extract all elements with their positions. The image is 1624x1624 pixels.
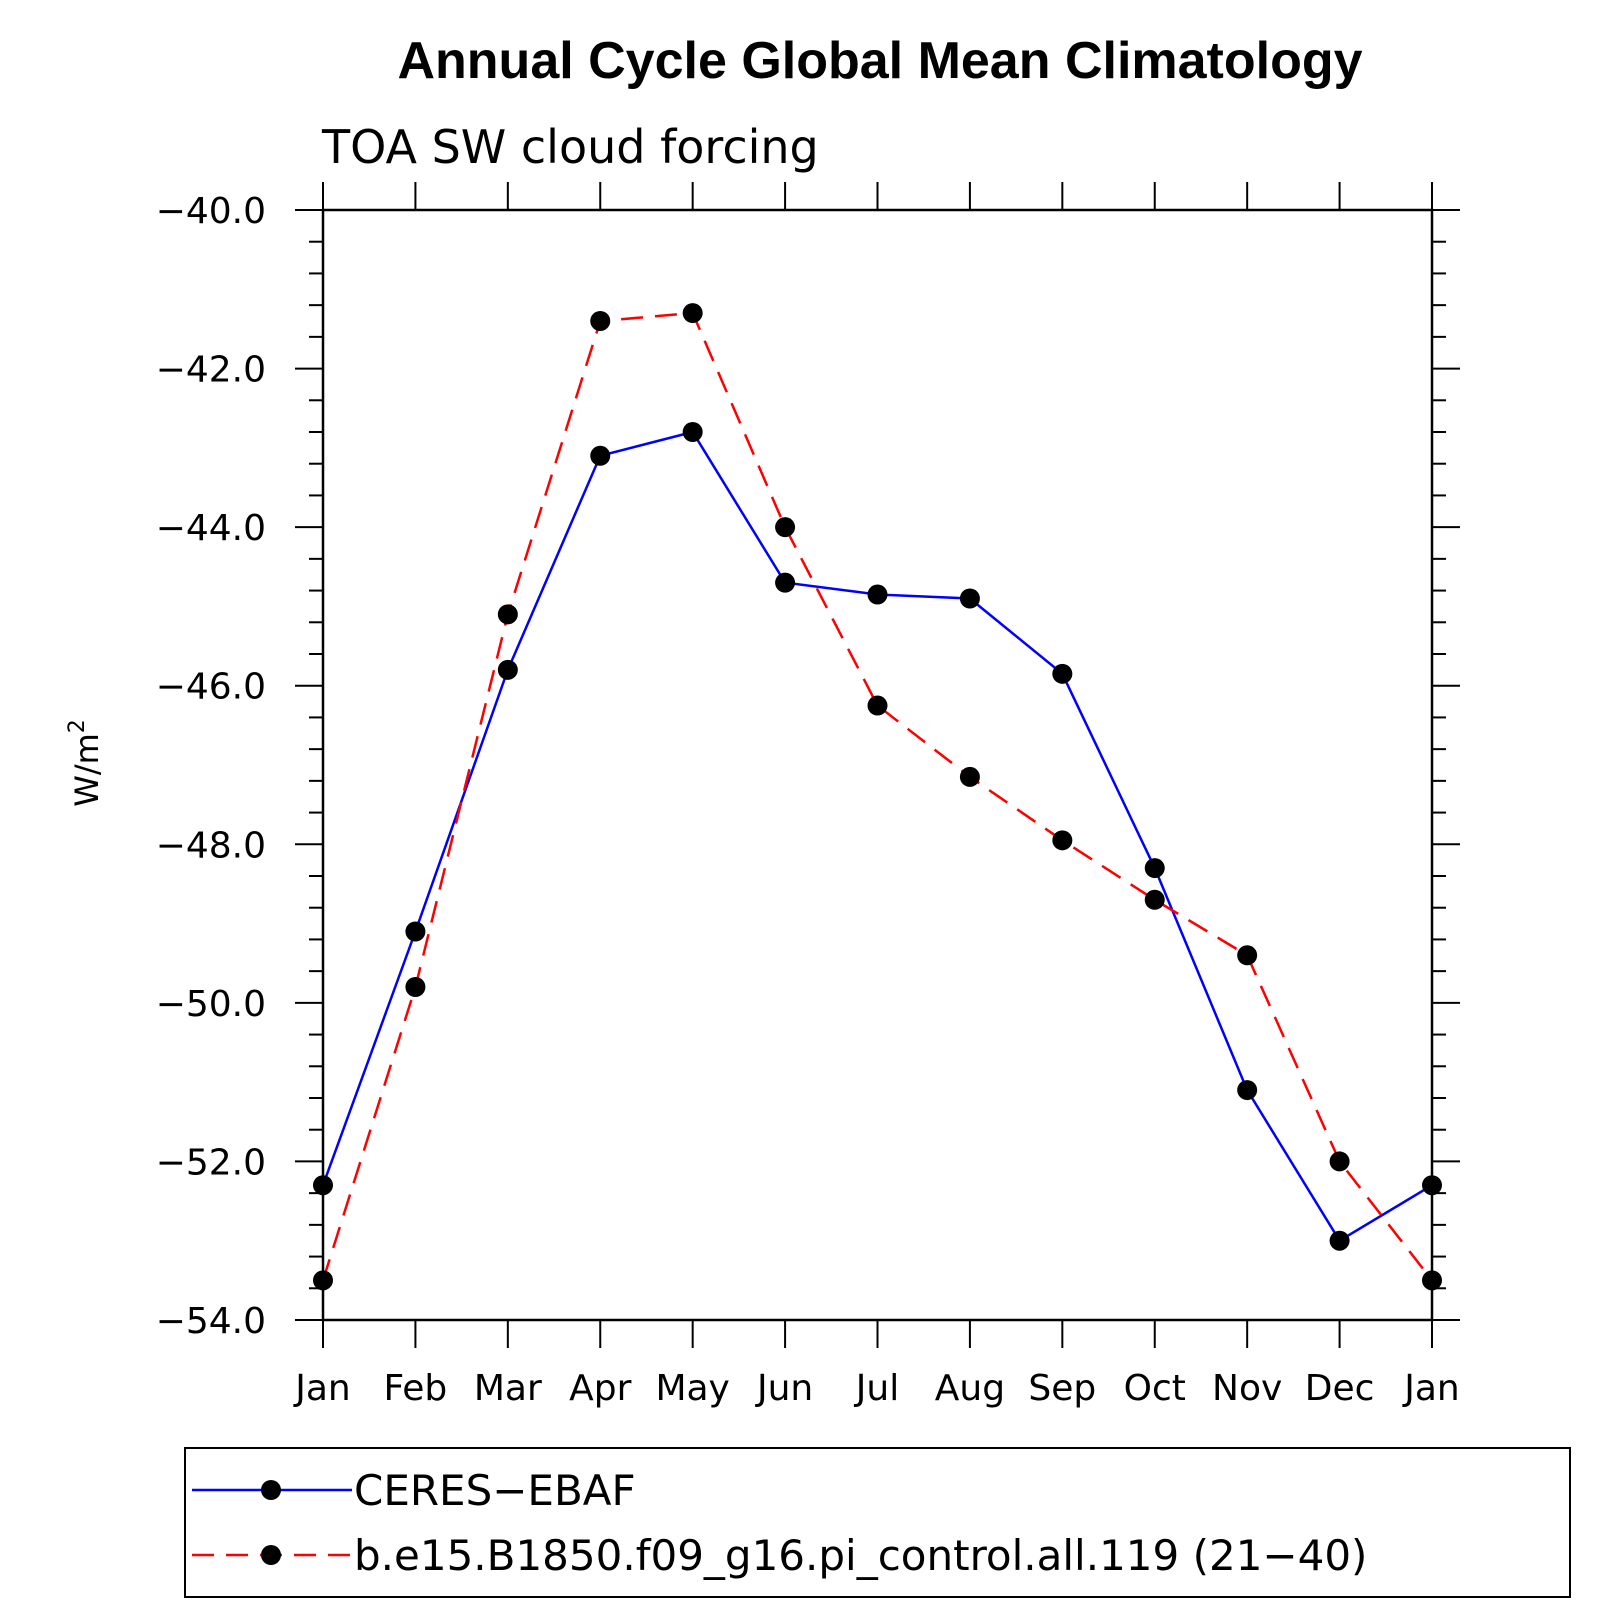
y-axis-label: W/m2	[65, 719, 106, 807]
x-tick-label: Oct	[1124, 1368, 1186, 1409]
series-2-point	[682, 303, 703, 324]
x-tick-label: Aug	[935, 1368, 1005, 1409]
series-2-point	[1329, 1151, 1350, 1172]
y-tick-label: −54.0	[156, 1301, 266, 1342]
chart-title: Annual Cycle Global Mean Climatology	[397, 32, 1362, 90]
series-2-point	[590, 311, 611, 331]
series-line-2	[321, 311, 1433, 1282]
x-tick-label: May	[655, 1368, 729, 1409]
series-1-point	[1052, 663, 1073, 684]
y-tick-label: −42.0	[156, 350, 266, 391]
x-tick-label: Dec	[1305, 1368, 1375, 1409]
series-2-point	[1144, 889, 1165, 910]
series-2-point	[497, 604, 518, 625]
legend-label-1: CERES−EBAF	[354, 1466, 636, 1515]
chart-subtitle: TOA SW cloud forcing	[321, 120, 819, 174]
x-tick-label: Jun	[755, 1368, 813, 1409]
y-tick-label: −50.0	[156, 984, 266, 1025]
series-1-point	[775, 572, 796, 593]
x-axis: Jan Feb Mar Apr May Jun Jul Aug Sep Oct Nov Dec Jan	[293, 182, 1460, 1409]
series-2-point	[1052, 830, 1073, 851]
x-tick-label: Feb	[384, 1368, 448, 1409]
series-1-point	[1144, 858, 1165, 879]
y-tick-label: −44.0	[156, 508, 266, 549]
series-2-point	[1422, 1270, 1442, 1291]
y-tick-label: −40.0	[156, 191, 266, 232]
series-1-point	[1329, 1230, 1350, 1251]
series-2-point	[775, 517, 796, 538]
x-tick-label: Jan	[1402, 1368, 1460, 1409]
plot-border	[321, 208, 1434, 1322]
series-2-point	[1237, 945, 1258, 966]
series-line-1	[321, 430, 1433, 1243]
y-axis-label-superscript: 2	[65, 719, 90, 733]
series-1-point	[1422, 1175, 1442, 1196]
x-tick-label: Apr	[569, 1368, 631, 1409]
x-tick-label: Jul	[854, 1368, 899, 1409]
series-2-point	[867, 695, 888, 716]
y-tick-label: −52.0	[156, 1142, 266, 1183]
series-2-point	[405, 977, 426, 997]
series-1-point	[1237, 1080, 1258, 1101]
x-tick-label: Mar	[474, 1368, 542, 1409]
series-2-point	[313, 1270, 333, 1291]
y-axis-label-unit: W/m	[68, 733, 106, 807]
series-1-point	[405, 921, 426, 942]
x-tick-label: Nov	[1212, 1368, 1282, 1409]
y-tick-label: −46.0	[156, 667, 266, 708]
legend-label-2: b.e15.B1850.f09_g16.pi_control.all.119 (…	[354, 1531, 1367, 1580]
x-tick-label: Sep	[1028, 1368, 1096, 1409]
series-1-point	[497, 659, 518, 680]
series-1-point	[959, 588, 980, 609]
legend-entries: CERES−EBAF b.e15.B1850.f09_g16.pi_control…	[192, 1466, 1367, 1580]
legend-marker-2	[261, 1545, 281, 1565]
y-axis: −40.0 −42.0 −44.0 −46.0 −48.0 −50.0 −52.0 −54.0	[156, 191, 1460, 1342]
series-2-point	[959, 766, 980, 787]
y-tick-label: −48.0	[156, 825, 266, 866]
series-1-point	[867, 584, 888, 605]
legend: CERES−EBAF b.e15.B1850.f09_g16.pi_control…	[184, 1447, 1571, 1598]
series-layer	[313, 303, 1442, 1291]
legend-marker-1	[261, 1480, 281, 1500]
plot-frame	[321, 208, 1434, 1322]
x-tick-label: Jan	[293, 1368, 351, 1409]
series-1-point	[682, 422, 703, 442]
series-1-point	[313, 1175, 333, 1196]
legend-box	[184, 1447, 1571, 1598]
series-1-point	[590, 445, 611, 466]
